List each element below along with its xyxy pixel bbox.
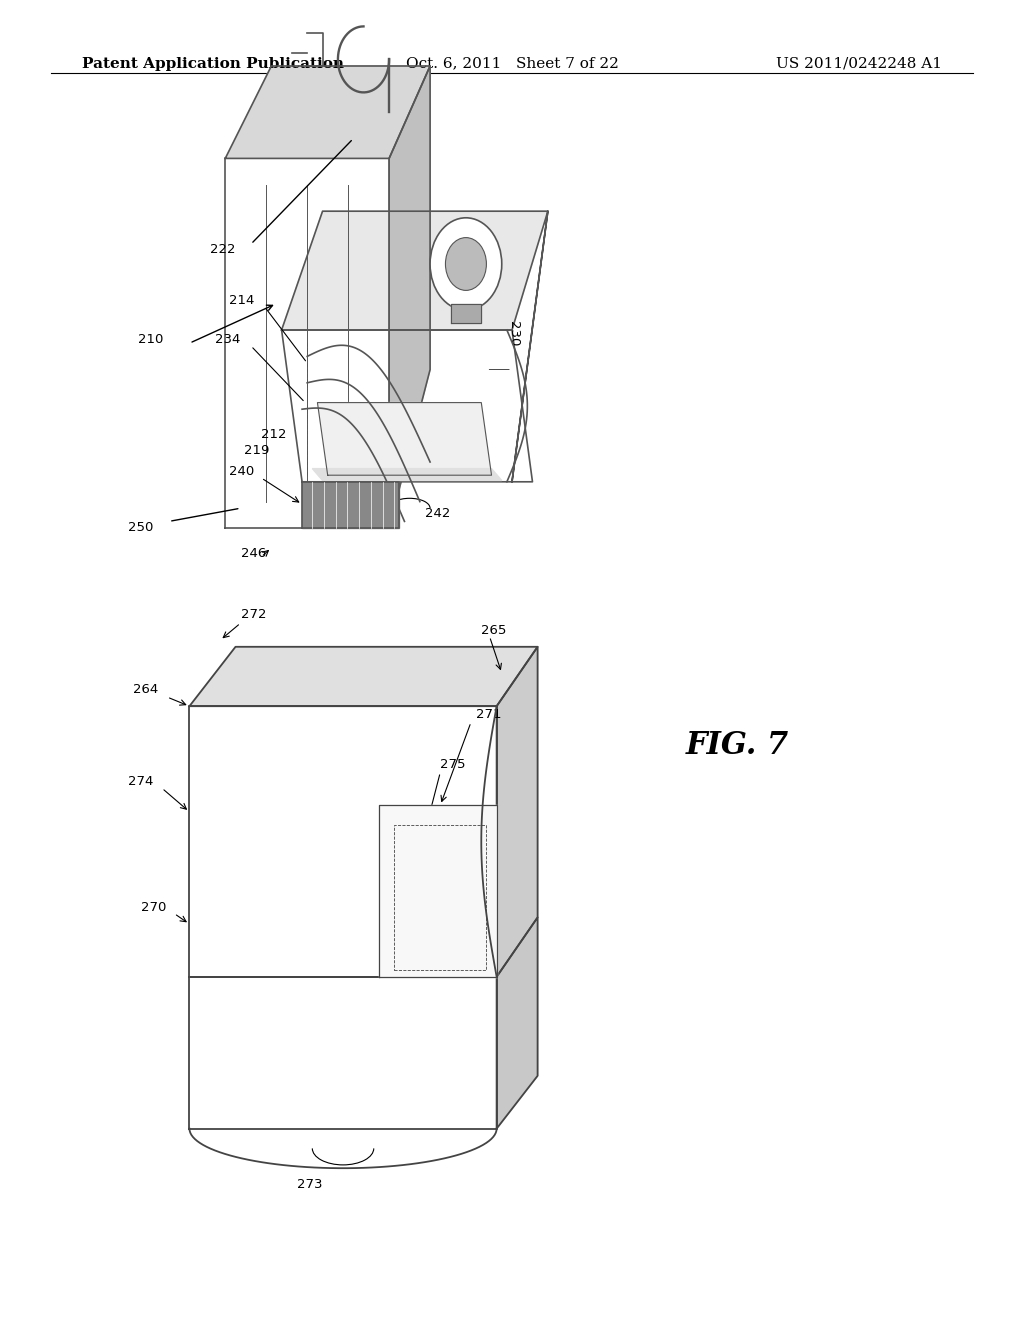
Text: 210: 210	[138, 333, 164, 346]
Polygon shape	[189, 647, 538, 706]
Polygon shape	[451, 304, 481, 323]
Text: FIG. 7: FIG. 7	[686, 730, 788, 762]
Text: US 2011/0242248 A1: US 2011/0242248 A1	[776, 57, 942, 71]
Polygon shape	[189, 706, 497, 977]
Text: Patent Application Publication: Patent Application Publication	[82, 57, 344, 71]
Polygon shape	[282, 211, 548, 330]
Text: 273: 273	[297, 1177, 323, 1191]
Text: 212: 212	[261, 428, 287, 441]
Text: 250: 250	[128, 520, 154, 533]
Text: 214: 214	[228, 293, 254, 306]
Text: 276: 276	[430, 821, 456, 834]
Polygon shape	[225, 66, 430, 158]
Text: 272: 272	[241, 607, 266, 620]
Text: 230: 230	[507, 321, 520, 346]
Polygon shape	[317, 403, 492, 475]
Polygon shape	[497, 647, 538, 977]
Polygon shape	[189, 977, 497, 1129]
Text: 275: 275	[440, 758, 466, 771]
Text: 246: 246	[241, 546, 266, 560]
Text: 234: 234	[215, 333, 241, 346]
Text: 222: 222	[210, 243, 236, 256]
Polygon shape	[497, 917, 538, 1129]
Polygon shape	[389, 66, 430, 528]
Text: 264: 264	[133, 682, 159, 696]
Text: 270: 270	[140, 900, 166, 913]
Text: 219: 219	[244, 444, 269, 457]
Text: 242: 242	[425, 507, 451, 520]
Polygon shape	[312, 469, 502, 480]
Polygon shape	[512, 211, 548, 482]
Polygon shape	[302, 482, 399, 528]
Polygon shape	[379, 805, 497, 977]
Text: 265: 265	[481, 623, 507, 636]
Polygon shape	[225, 158, 389, 528]
Text: 271: 271	[476, 708, 502, 721]
Text: Oct. 6, 2011   Sheet 7 of 22: Oct. 6, 2011 Sheet 7 of 22	[406, 57, 618, 71]
Polygon shape	[282, 330, 532, 482]
Circle shape	[430, 218, 502, 310]
Text: 240: 240	[228, 465, 254, 478]
Circle shape	[445, 238, 486, 290]
Polygon shape	[189, 1129, 497, 1168]
Text: 274: 274	[128, 775, 154, 788]
